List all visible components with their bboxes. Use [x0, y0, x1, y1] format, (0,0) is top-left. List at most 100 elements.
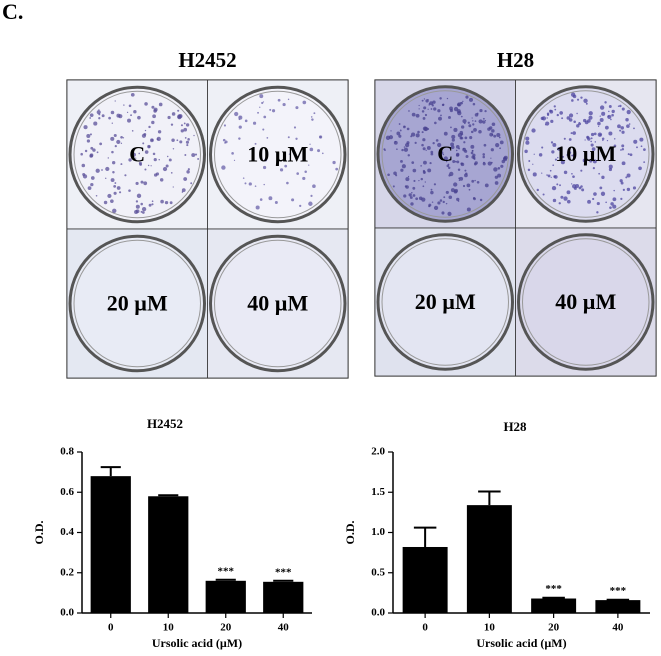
colony: [559, 184, 561, 187]
colony: [495, 143, 500, 148]
colony: [587, 137, 591, 141]
colony: [432, 100, 436, 104]
colony: [393, 171, 397, 176]
colony: [284, 164, 288, 168]
colony: [593, 132, 597, 136]
colony: [478, 119, 483, 124]
colony: [317, 149, 321, 153]
colony: [441, 211, 445, 215]
colony: [124, 174, 127, 177]
colony: [403, 147, 409, 152]
colony: [112, 170, 115, 174]
colony: [628, 123, 631, 125]
colony: [554, 158, 558, 161]
colony: [421, 197, 426, 202]
colony: [107, 157, 109, 159]
colony: [183, 127, 188, 132]
colony: [172, 186, 174, 188]
colony: [613, 138, 616, 140]
y-tick-label: 1.5: [371, 486, 385, 498]
colony: [411, 161, 415, 164]
significance: ***: [545, 583, 562, 595]
colony: [625, 176, 628, 179]
colony: [592, 197, 595, 201]
dish: [209, 234, 347, 373]
dish: [209, 85, 347, 224]
colony: [299, 204, 302, 208]
colony: [546, 117, 548, 119]
colony: [259, 106, 261, 108]
colony: [430, 188, 433, 191]
colony: [105, 166, 110, 172]
colony: [171, 138, 175, 142]
colony: [453, 182, 458, 187]
colony: [619, 104, 622, 108]
dish-rim: [214, 239, 342, 368]
colony: [142, 211, 145, 214]
colony: [619, 179, 623, 183]
colony: [431, 201, 434, 203]
colony: [135, 204, 140, 209]
colony: [437, 142, 442, 148]
dish-rim: [522, 90, 650, 218]
colony: [531, 128, 536, 133]
colony: [138, 152, 141, 155]
colony: [617, 124, 621, 129]
colony: [296, 172, 299, 175]
colony: [111, 122, 113, 124]
colony: [441, 103, 445, 107]
colony: [116, 113, 121, 118]
colony: [612, 197, 617, 202]
colony: [583, 118, 587, 123]
colony: [608, 105, 612, 108]
colony: [626, 124, 630, 128]
colony: [90, 182, 94, 187]
colony: [89, 113, 94, 118]
colony: [592, 167, 595, 170]
colony: [262, 165, 267, 170]
colony: [144, 102, 148, 106]
colony: [169, 201, 173, 205]
colony: [437, 201, 441, 205]
colony: [472, 120, 474, 122]
colony: [140, 202, 143, 206]
colony: [234, 111, 239, 117]
colony: [428, 104, 430, 106]
colony: [462, 100, 464, 103]
colony: [238, 118, 241, 121]
colony: [613, 144, 617, 148]
colony: [626, 173, 631, 178]
colony: [464, 149, 468, 153]
plate-title: H28: [497, 48, 534, 72]
colony: [151, 120, 155, 125]
colony: [425, 99, 429, 103]
colony: [411, 132, 416, 137]
colony: [108, 116, 111, 120]
colony: [494, 175, 499, 179]
colony: [609, 206, 612, 210]
colony: [457, 133, 463, 138]
colony: [479, 198, 483, 202]
colony: [491, 122, 496, 127]
colony: [580, 96, 583, 99]
colony: [387, 173, 390, 177]
colony: [286, 181, 289, 185]
colony: [421, 143, 424, 147]
colony: [197, 158, 200, 160]
colony: [584, 139, 586, 141]
x-tick-label: 40: [278, 622, 290, 634]
colony: [570, 132, 573, 135]
colony: [110, 136, 115, 141]
well-label: C: [437, 141, 453, 166]
colony: [183, 177, 188, 181]
colony: [471, 117, 473, 119]
colony: [147, 144, 151, 149]
colony: [223, 124, 227, 127]
colony: [113, 133, 117, 138]
colony: [101, 169, 103, 171]
colony: [292, 148, 295, 151]
colony: [143, 181, 148, 186]
colony: [553, 175, 556, 178]
colony: [138, 161, 142, 165]
colony: [572, 175, 575, 179]
